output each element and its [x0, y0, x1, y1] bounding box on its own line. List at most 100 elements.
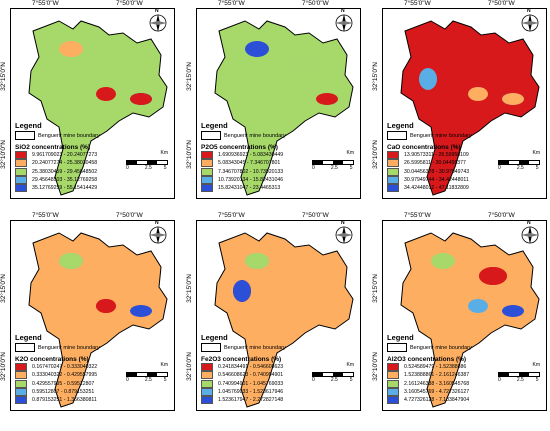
legend-class-row: 0.879153251 - 1.366380811: [15, 396, 170, 405]
mine-boundary-line: [400, 20, 540, 196]
scale-segments: [498, 372, 540, 377]
longitude-label-left: 7°55'0"W: [32, 0, 59, 7]
legend-class-row: 0.740994901 - 1.045769033: [201, 379, 356, 388]
scale-tick: 0: [498, 165, 501, 171]
concentration-zone: [59, 41, 83, 57]
scale-tick-labels: 0 2.5 5: [498, 377, 540, 384]
class-swatch: [201, 184, 213, 193]
scale-segment: [157, 373, 167, 376]
scale-segment: [323, 373, 333, 376]
concentration-map: [400, 20, 540, 196]
class-swatch: [201, 159, 213, 168]
class-label: 0.429557995 - 0.59512807: [32, 380, 95, 387]
north-label: N: [341, 220, 345, 226]
class-label: 7.346707802 - 10.73920133: [218, 168, 284, 175]
concentration-zone: [245, 41, 269, 57]
class-label: 30.04456378 - 30.97949743: [404, 168, 470, 175]
scale-segment: [499, 373, 509, 376]
legend-class-row: 30.04456378 - 30.97949743: [387, 167, 542, 176]
legend-class-row: 13.90573311 - 26.59958109: [387, 151, 542, 160]
legend-class-row: 15.82431047 - 23.4465313: [201, 184, 356, 193]
scale-tick: 5: [535, 377, 539, 383]
scale-bar: Km 0 2.5 5: [126, 362, 168, 384]
scale-tick: 0: [126, 377, 129, 383]
concentration-zone: [419, 68, 437, 90]
longitude-label-left: 7°55'0"W: [218, 212, 245, 219]
boundary-legend-item: Benguerir mine boundary: [387, 343, 542, 352]
legend: Legend Benguerir mine boundary Al2O3 conce…: [387, 333, 542, 405]
longitude-label-left: 7°55'0"W: [404, 0, 431, 7]
map-panel-cao: 7°55'0"W 7°50'0"W 32°15'0"N 32°10'0"N N Legen…: [372, 0, 550, 201]
scale-segment: [519, 161, 529, 164]
class-label: 26.5995811 - 30.04456377: [404, 160, 466, 167]
scale-tick: 5: [349, 377, 353, 383]
scale-segment: [519, 373, 529, 376]
north-arrow-icon: N: [148, 221, 168, 245]
boundary-swatch: [15, 131, 35, 140]
class-label: 35.12769259 - 55.15414429: [32, 185, 98, 192]
legend-class-row: 4.727326128 - 7.183847904: [387, 396, 542, 405]
scale-segment: [127, 161, 137, 164]
latitude-label-bottom: 32°10'0"N: [186, 140, 193, 169]
legend: Legend Benguerir mine boundary CaO concent…: [387, 121, 542, 193]
map-panel-al2o3: 7°55'0"W 7°50'0"W 32°15'0"N 32°10'0"N N Legen…: [372, 212, 550, 413]
concentration-zone: [130, 305, 152, 317]
map-frame: N Legend Benguerir mine boundary Fe2O3 conc…: [196, 220, 361, 411]
scale-segments: [498, 160, 540, 165]
north-arrow-icon: N: [520, 221, 540, 245]
legend-class-row: 0.241834491 - 0.546608623: [201, 363, 356, 372]
boundary-label: Benguerir mine boundary: [38, 344, 100, 351]
scale-segment: [147, 373, 157, 376]
boundary-label: Benguerir mine boundary: [410, 344, 472, 351]
legend-class-row: 30.97949744 - 34.42448011: [387, 176, 542, 185]
class-label: 1.523617947 - 2.272827148: [218, 397, 284, 404]
concentration-title: Al2O3 concentrations (%): [387, 356, 467, 363]
class-label: 29.45648503 - 35.12769258: [32, 177, 98, 184]
concentration-title: CaO concentrations (%): [387, 144, 461, 151]
longitude-label-left: 7°55'0"W: [32, 212, 59, 219]
concentration-zone: [431, 253, 455, 269]
concentration-map: [28, 20, 168, 196]
map-frame: N Legend Benguerir mine boundary P2O5 conce…: [196, 8, 361, 199]
boundary-label: Benguerir mine boundary: [224, 344, 286, 351]
map-frame: N Legend Benguerir mine boundary K2O concen…: [10, 220, 175, 411]
boundary-label: Benguerir mine boundary: [224, 132, 286, 139]
longitude-label-right: 7°50'0"W: [116, 212, 143, 219]
class-label: 0.879153251 - 1.366380811: [32, 397, 97, 404]
scale-unit: Km: [346, 362, 355, 368]
class-swatch: [201, 396, 213, 405]
concentration-zone: [468, 299, 488, 313]
class-label: 9.961709023 - 20.24077273: [32, 152, 98, 159]
legend-class-row: 25.38030459 - 29.45648502: [15, 167, 170, 176]
map-panel-p2o5: 7°55'0"W 7°50'0"W 32°15'0"N 32°10'0"N N Legen…: [186, 0, 364, 201]
map-panel-fe2o3: 7°55'0"W 7°50'0"W 32°15'0"N 32°10'0"N N Legen…: [186, 212, 364, 413]
class-swatch: [387, 396, 399, 405]
scale-bar: Km 0 2.5 5: [126, 150, 168, 172]
longitude-label-right: 7°50'0"W: [302, 212, 329, 219]
class-swatch: [201, 363, 213, 372]
boundary-swatch: [387, 343, 407, 352]
scale-tick-labels: 0 2.5 5: [126, 377, 168, 384]
class-label: 0.546608623 - 0.740994901: [218, 372, 284, 379]
concentration-zone: [59, 253, 83, 269]
map-frame: N Legend Benguerir mine boundary Al2O3 conc…: [382, 220, 547, 411]
scale-tick: 0: [498, 377, 501, 383]
class-swatch: [15, 371, 27, 380]
scale-segment: [127, 373, 137, 376]
legend-class-row: 34.42448012 - 47.11832809: [387, 184, 542, 193]
concentration-title: SiO2 concentrations (%): [15, 144, 91, 151]
concentration-map: [28, 232, 168, 408]
legend-title: Legend: [15, 333, 42, 342]
class-swatch: [15, 176, 27, 185]
north-label: N: [527, 220, 531, 226]
scale-segments: [312, 372, 354, 377]
scale-segment: [529, 373, 539, 376]
class-label: 5.08343045 - 7.346707801: [218, 160, 281, 167]
class-label: 0.524589479 - 1.52388886: [404, 364, 467, 371]
class-swatch: [201, 371, 213, 380]
class-swatch: [201, 388, 213, 397]
scale-tick: 2.5: [516, 165, 524, 171]
scale-segments: [126, 160, 168, 165]
north-arrow-icon: N: [334, 9, 354, 33]
scale-segment: [157, 161, 167, 164]
